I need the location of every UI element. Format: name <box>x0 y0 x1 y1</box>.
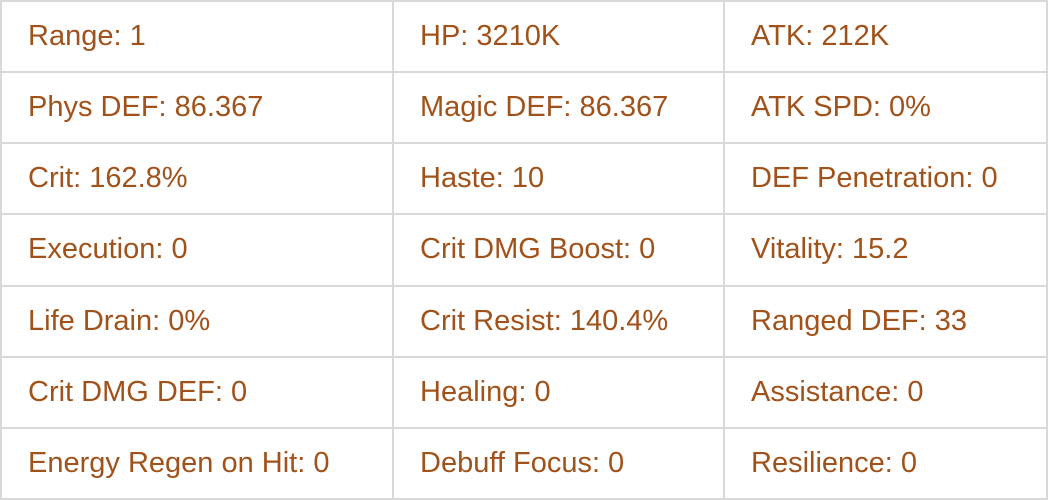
stats-row: Crit DMG DEF: 0 Healing: 0 Assistance: 0 <box>0 355 1048 429</box>
stat-cell: Crit DMG DEF: 0 <box>0 355 394 429</box>
stat-cell: Execution: 0 <box>0 213 394 287</box>
stat-cell: ATK: 212K <box>723 0 1048 74</box>
stat-cell: Crit: 162.8% <box>0 142 394 216</box>
stat-cell: Crit Resist: 140.4% <box>392 284 725 358</box>
stats-row: Life Drain: 0% Crit Resist: 140.4% Ranged … <box>0 284 1048 358</box>
stat-cell: Haste: 10 <box>392 142 725 216</box>
stats-row: Execution: 0 Crit DMG Boost: 0 Vitality: 1… <box>0 213 1048 287</box>
stats-row: Range: 1 HP: 3210K ATK: 212K <box>0 0 1048 74</box>
stat-cell: Crit DMG Boost: 0 <box>392 213 725 287</box>
stat-cell: ATK SPD: 0% <box>723 71 1048 145</box>
stat-cell: Ranged DEF: 33 <box>723 284 1048 358</box>
stats-row: Phys DEF: 86.367 Magic DEF: 86.367 ATK SPD… <box>0 71 1048 145</box>
stat-cell: Energy Regen on Hit: 0 <box>0 426 394 500</box>
stat-cell: Resilience: 0 <box>723 426 1048 500</box>
stat-cell: DEF Penetration: 0 <box>723 142 1048 216</box>
stat-cell: Vitality: 15.2 <box>723 213 1048 287</box>
stat-cell: Assistance: 0 <box>723 355 1048 429</box>
stat-cell: Magic DEF: 86.367 <box>392 71 725 145</box>
stat-cell: Range: 1 <box>0 0 394 74</box>
stat-cell: Healing: 0 <box>392 355 725 429</box>
stat-cell: Debuff Focus: 0 <box>392 426 725 500</box>
stat-cell: HP: 3210K <box>392 0 725 74</box>
stats-row: Energy Regen on Hit: 0 Debuff Focus: 0 Res… <box>0 426 1048 500</box>
stats-row: Crit: 162.8% Haste: 10 DEF Penetration: 0 <box>0 142 1048 216</box>
stat-cell: Life Drain: 0% <box>0 284 394 358</box>
stat-cell: Phys DEF: 86.367 <box>0 71 394 145</box>
